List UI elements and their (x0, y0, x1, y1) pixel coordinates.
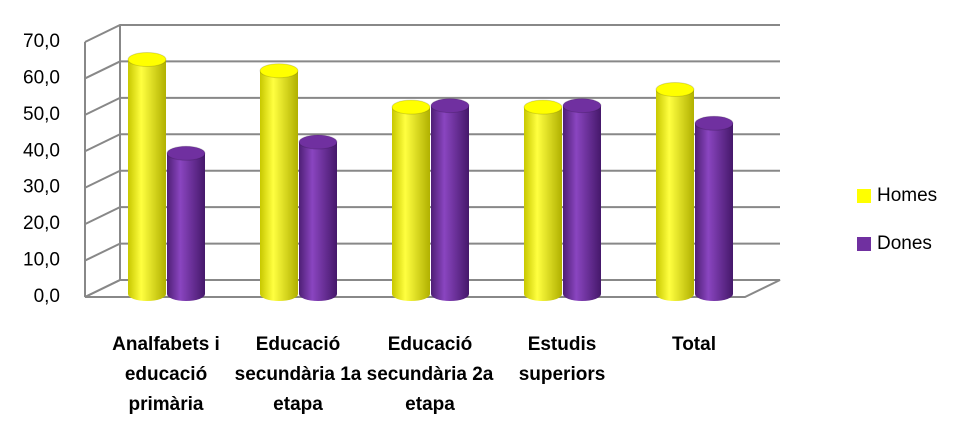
bar-cap (523, 99, 563, 115)
bar-body (656, 89, 694, 295)
grid-line (84, 60, 780, 80)
x-tick-label: Estudis superiors (518, 334, 606, 385)
x-tick-label: Educació secundària 2a etapa (366, 334, 494, 415)
bar (655, 82, 695, 301)
y-tick-label: 20,0 (23, 213, 60, 234)
bar (298, 134, 338, 301)
y-tick-label: 10,0 (23, 250, 60, 271)
bar-body (392, 107, 430, 295)
x-tick-label: Educació secundària 1a etapa (234, 334, 362, 415)
y-tick-label: 40,0 (23, 140, 60, 161)
bar-body (695, 123, 733, 294)
bar (166, 145, 206, 301)
bar-body (167, 153, 205, 294)
x-tick-label: Analfabets i educació primària (112, 334, 220, 415)
bar (562, 98, 602, 301)
y-tick-label: 0,0 (34, 286, 60, 307)
legend-swatch (857, 237, 871, 251)
bar-cap (655, 82, 695, 98)
bar-cap (430, 98, 470, 114)
y-tick-label: 70,0 (23, 31, 60, 52)
bar-cap (259, 63, 299, 79)
bar (127, 51, 167, 301)
bar (259, 63, 299, 301)
bar-body (128, 59, 166, 294)
bar-cap (562, 98, 602, 114)
bar-body (260, 70, 298, 294)
x-tick-label: Total (672, 334, 716, 355)
grid-line (84, 96, 780, 116)
bar-body (563, 105, 601, 294)
bar-body (299, 142, 337, 294)
bar-cap (298, 134, 338, 150)
bar-cap (694, 115, 734, 131)
bar (694, 115, 734, 301)
y-tick-label: 60,0 (23, 67, 60, 88)
bar (391, 99, 431, 301)
bar (523, 99, 563, 301)
bar-body (524, 107, 562, 295)
bar-body (431, 105, 469, 294)
legend-label: Dones (877, 233, 932, 254)
legend-label: Homes (877, 185, 937, 206)
legend-swatch (857, 189, 871, 203)
y-tick-label: 50,0 (23, 104, 60, 125)
bar-cap (391, 99, 431, 115)
bar (430, 98, 470, 301)
grid-line (84, 24, 780, 43)
bar-cap (127, 51, 167, 67)
bar-cap (166, 145, 206, 161)
y-tick-label: 30,0 (23, 177, 60, 198)
